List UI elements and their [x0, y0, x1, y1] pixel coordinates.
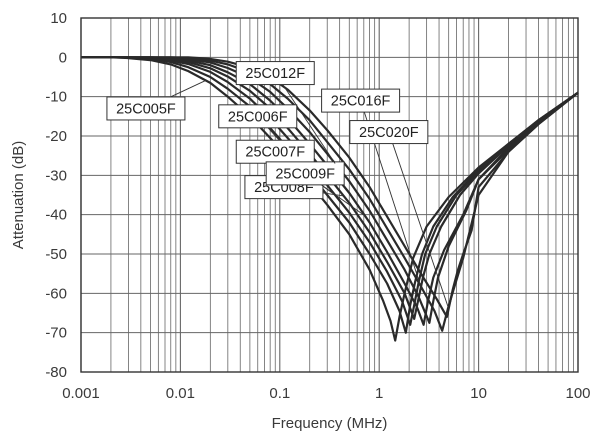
callout-box	[235, 61, 315, 86]
series-line-25c007f	[81, 56, 579, 326]
y-tick-label: 10	[50, 10, 67, 27]
callouts: 25C005F 25C006F25C007F25C008F25C009F25C01…	[106, 61, 450, 309]
series-line-25c006f	[81, 56, 579, 334]
x-tick-label: 0.01	[166, 385, 195, 402]
callout-label: 25C016F	[331, 94, 391, 110]
y-tick-label: -40	[45, 207, 67, 224]
x-tick-label: 1	[375, 385, 383, 402]
x-tick-labels: 0.001 0.01 0.1 1 10 100	[62, 385, 590, 402]
y-tick-label: -20	[45, 128, 67, 145]
x-tick-label: 0.1	[269, 385, 290, 402]
callout-label: 25C007F	[245, 145, 305, 161]
y-axis-label: Attenuation (dB)	[10, 141, 27, 249]
series-line-25c005f	[81, 56, 579, 342]
callout-label: 25C012F	[245, 66, 305, 82]
callout-box	[349, 120, 429, 145]
y-tick-label: -50	[45, 246, 67, 263]
series-line-25c008f	[81, 56, 579, 320]
callout-box	[321, 88, 401, 113]
y-tick-label: -10	[45, 89, 67, 106]
series-line-25c012f	[81, 56, 579, 324]
x-tick-label: 10	[470, 385, 487, 402]
y-tick-labels: 10 0 -10 -20 -30 -40 -50 -60 -70 -80	[45, 10, 67, 381]
callout-leader	[274, 72, 336, 164]
x-tick-label: 100	[565, 385, 590, 402]
callout-label: 25C020F	[359, 125, 419, 141]
callout-label: 25C006F	[228, 109, 288, 125]
y-tick-label: -30	[45, 167, 67, 184]
callout-box	[265, 161, 345, 186]
callout-box	[218, 104, 298, 129]
y-tick-label: -60	[45, 285, 67, 302]
callout-label: 25C005F	[116, 101, 176, 117]
x-axis-label: Frequency (MHz)	[272, 415, 388, 432]
x-tick-label: 0.001	[62, 385, 100, 402]
grid	[80, 17, 578, 373]
y-tick-label: -80	[45, 364, 67, 381]
series-group	[81, 56, 579, 342]
plot-frame	[80, 17, 579, 373]
y-tick-label: -70	[45, 325, 67, 342]
callout-box	[106, 96, 186, 121]
callout-leader	[388, 131, 450, 309]
y-tick-label: 0	[59, 49, 67, 66]
callout-label: 25C009F	[275, 166, 335, 182]
